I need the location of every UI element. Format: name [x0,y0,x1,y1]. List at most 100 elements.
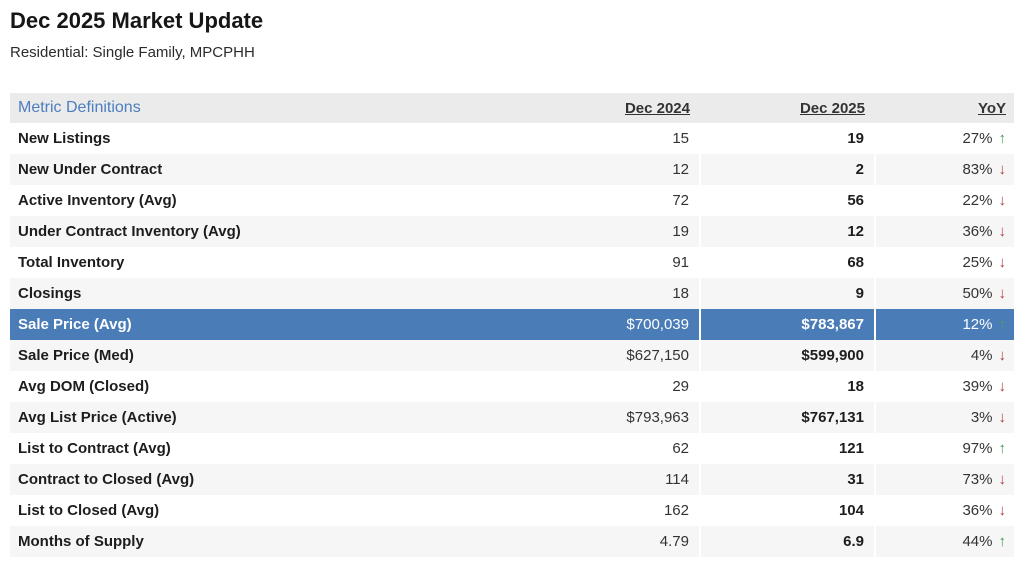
down-arrow-icon: ↓ [998,254,1007,271]
yoy-cell: 36% ↓ [874,216,1014,247]
table-row[interactable]: Total Inventory 91 68 25% ↓ [10,247,1014,278]
dec-2024-value: 91 [672,254,689,271]
yoy-percent: 27% [962,130,993,147]
dec-2025-value: $599,900 [699,340,875,371]
page-subtitle: Residential: Single Family, MPCPHH [10,44,255,61]
table-row[interactable]: Avg DOM (Closed) 29 18 39% ↓ [10,371,1014,402]
metric-name: Contract to Closed (Avg) [18,471,195,488]
metrics-table: Metric Definitions Dec 2024 Dec 2025 YoY… [10,93,1014,557]
yoy-cell: 27% ↑ [874,123,1014,154]
table-body: New Listings 15 19 27% ↑ New Under Contra… [10,123,1014,557]
dec-2025-value: 121 [699,433,875,464]
header-metric-cell: Metric Definitions [10,93,450,123]
dec-2024-value: 72 [672,192,689,209]
yoy-cell: 12% ↑ [874,309,1014,340]
table-row[interactable]: Months of Supply 4.79 6.9 44% ↑ [10,526,1014,557]
dec-2024-value: $700,039 [626,316,689,333]
dec-2024-value: 4.79 [659,533,689,550]
dec-2025-value: 68 [699,247,875,278]
yoy-percent: 73% [962,471,993,488]
table-row[interactable]: Active Inventory (Avg) 72 56 22% ↓ [10,185,1014,216]
yoy-percent: 50% [962,285,993,302]
down-arrow-icon: ↓ [998,223,1007,240]
table-row[interactable]: Sale Price (Med) $627,150 $599,900 4% ↓ [10,340,1014,371]
table-row[interactable]: List to Closed (Avg) 162 104 36% ↓ [10,495,1014,526]
up-arrow-icon: ↑ [998,130,1007,147]
table-row[interactable]: List to Contract (Avg) 62 121 97% ↑ [10,433,1014,464]
dec-2024-value: 12 [672,161,689,178]
metric-name: Under Contract Inventory (Avg) [18,223,241,240]
dec-2025-value: 19 [699,123,875,154]
metric-name: New Under Contract [18,161,163,178]
metric-definitions-link[interactable]: Metric Definitions [18,99,141,116]
table-row[interactable]: New Listings 15 19 27% ↑ [10,123,1014,154]
dec-2025-value: 12 [699,216,875,247]
yoy-cell: 50% ↓ [874,278,1014,309]
dec-2025-value: $783,867 [699,309,875,340]
yoy-cell: 4% ↓ [874,340,1014,371]
yoy-cell: 22% ↓ [874,185,1014,216]
metric-name: List to Closed (Avg) [18,502,160,519]
dec-2024-value: 15 [672,130,689,147]
up-arrow-icon: ↑ [998,533,1007,550]
dec-2025-value: 6.9 [699,526,875,557]
down-arrow-icon: ↓ [998,192,1007,209]
metric-name: List to Contract (Avg) [18,440,171,457]
column-header-dec-2025[interactable]: Dec 2025 [700,93,875,123]
table-row[interactable]: Under Contract Inventory (Avg) 19 12 36%… [10,216,1014,247]
table-row[interactable]: Closings 18 9 50% ↓ [10,278,1014,309]
yoy-percent: 3% [970,409,993,426]
table-row[interactable]: Contract to Closed (Avg) 114 31 73% ↓ [10,464,1014,495]
metric-name: Total Inventory [18,254,125,271]
yoy-cell: 39% ↓ [874,371,1014,402]
dec-2025-value: $767,131 [699,402,875,433]
market-update-page: Dec 2025 Market Update Residential: Sing… [0,8,1024,557]
yoy-percent: 83% [962,161,993,178]
yoy-percent: 97% [962,440,993,457]
metric-name: Months of Supply [18,533,144,550]
yoy-cell: 97% ↑ [874,433,1014,464]
yoy-percent: 12% [962,316,993,333]
metric-name: Sale Price (Avg) [18,316,132,333]
up-arrow-icon: ↑ [998,316,1007,333]
yoy-percent: 44% [962,533,993,550]
dec-2025-value: 31 [699,464,875,495]
yoy-percent: 36% [962,223,993,240]
dec-2025-value: 18 [699,371,875,402]
dec-2024-value: 18 [672,285,689,302]
column-header-dec-2024[interactable]: Dec 2024 [450,93,700,123]
table-row[interactable]: Avg List Price (Active) $793,963 $767,13… [10,402,1014,433]
yoy-cell: 83% ↓ [874,154,1014,185]
dec-2024-value: $793,963 [626,409,689,426]
dec-2025-value: 2 [699,154,875,185]
down-arrow-icon: ↓ [998,285,1007,302]
yoy-cell: 73% ↓ [874,464,1014,495]
metric-name: Avg List Price (Active) [18,409,177,426]
page-title: Dec 2025 Market Update [10,8,264,33]
yoy-cell: 3% ↓ [874,402,1014,433]
dec-2024-value: 62 [672,440,689,457]
dec-2025-value: 9 [699,278,875,309]
yoy-percent: 25% [962,254,993,271]
dec-2025-value: 104 [699,495,875,526]
down-arrow-icon: ↓ [998,161,1007,178]
dec-2024-value: 114 [665,471,689,488]
down-arrow-icon: ↓ [998,409,1007,426]
metric-name: Sale Price (Med) [18,347,134,364]
dec-2025-value: 56 [699,185,875,216]
yoy-percent: 39% [962,378,993,395]
table-row[interactable]: New Under Contract 12 2 83% ↓ [10,154,1014,185]
table-row[interactable]: Sale Price (Avg) $700,039 $783,867 12% ↑ [10,309,1014,340]
down-arrow-icon: ↓ [998,378,1007,395]
yoy-cell: 25% ↓ [874,247,1014,278]
yoy-cell: 44% ↑ [874,526,1014,557]
yoy-cell: 36% ↓ [874,495,1014,526]
up-arrow-icon: ↑ [998,440,1007,457]
metric-name: Active Inventory (Avg) [18,192,177,209]
down-arrow-icon: ↓ [998,502,1007,519]
yoy-percent: 22% [962,192,993,209]
column-header-yoy[interactable]: YoY [875,93,1014,123]
dec-2024-value: 29 [672,378,689,395]
down-arrow-icon: ↓ [998,471,1007,488]
yoy-percent: 4% [970,347,993,364]
